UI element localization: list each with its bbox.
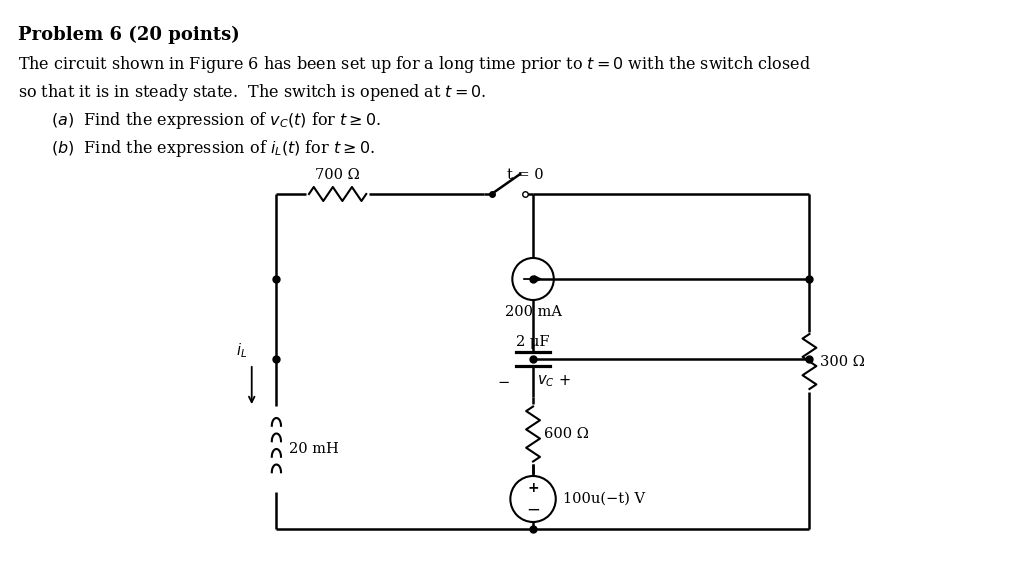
Text: −: − (526, 501, 540, 519)
Text: $+$: $+$ (558, 374, 571, 388)
Text: t = 0: t = 0 (507, 168, 544, 182)
Text: 700 Ω: 700 Ω (315, 168, 360, 182)
Text: 300 Ω: 300 Ω (820, 355, 865, 368)
Text: $(a)$  Find the expression of $v_C(t)$ for $t \geq 0$.: $(a)$ Find the expression of $v_C(t)$ fo… (51, 110, 382, 131)
Text: $v_C$: $v_C$ (537, 373, 555, 389)
Text: 2 μF: 2 μF (516, 335, 550, 349)
Text: 600 Ω: 600 Ω (544, 427, 589, 441)
Text: $-$: $-$ (497, 374, 510, 388)
Text: 100u(−t) V: 100u(−t) V (562, 492, 645, 506)
Text: $(b)$  Find the expression of $i_L(t)$ for $t \geq 0$.: $(b)$ Find the expression of $i_L(t)$ fo… (51, 138, 376, 159)
Text: Problem 6 (20 points): Problem 6 (20 points) (17, 26, 240, 44)
Text: The circuit shown in Figure 6 has been set up for a long time prior to $t = 0$ w: The circuit shown in Figure 6 has been s… (17, 54, 811, 75)
Text: 20 mH: 20 mH (289, 442, 339, 456)
Text: so that it is in steady state.  The switch is opened at $t = 0$.: so that it is in steady state. The switc… (17, 82, 486, 103)
Text: 200 mA: 200 mA (505, 305, 561, 319)
Text: +: + (527, 481, 539, 495)
Text: $i_L$: $i_L$ (236, 341, 247, 360)
